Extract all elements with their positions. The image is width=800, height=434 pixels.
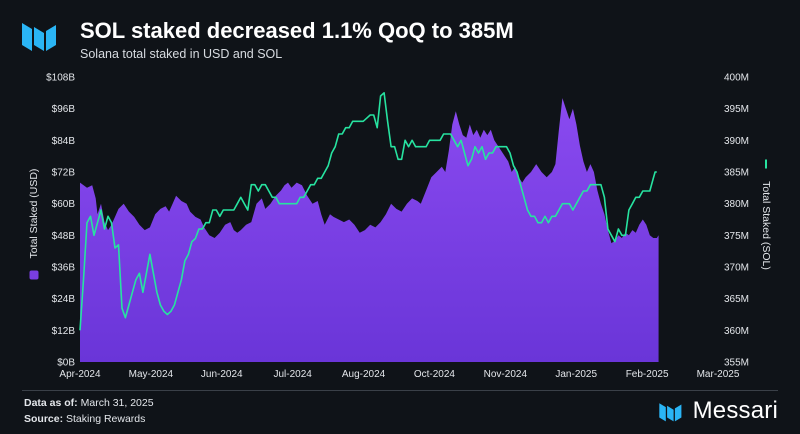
right-tick-label: 360M (724, 326, 749, 337)
source-value: Staking Rewards (66, 413, 146, 425)
right-axis-title: Total Staked (SOL) (760, 159, 772, 270)
x-tick-label: Apr-2024 (59, 369, 101, 380)
x-tick-label: Nov-2024 (484, 369, 528, 380)
usd-legend-marker (29, 270, 39, 280)
x-tick-label: Jul-2024 (273, 369, 312, 380)
left-axis-title-text: Total Staked (USD) (28, 169, 40, 259)
messari-brand-icon (658, 403, 681, 422)
sol-staked-line (79, 92, 657, 331)
right-axis-title-text: Total Staked (SOL) (760, 181, 772, 270)
right-tick-label: 375M (724, 231, 749, 242)
x-tick-label: Oct-2024 (414, 369, 456, 380)
source-label: Source: (24, 413, 64, 425)
data-as-of-label: Data as of: (24, 397, 78, 409)
footer-divider (22, 390, 778, 391)
right-tick-label: 370M (724, 263, 749, 274)
source: Source: Staking Rewards (24, 413, 145, 425)
chart-header: SOL staked decreased 1.1% QoQ to 385M So… (0, 0, 800, 70)
x-tick-label: May-2024 (129, 369, 174, 380)
right-tick-label: 395M (724, 104, 749, 115)
x-tick-label: Aug-2024 (342, 369, 386, 380)
right-tick-label: 380M (724, 199, 749, 210)
chart-subtitle: Solana total staked in USD and SOL (80, 47, 283, 61)
left-axis-title: Total Staked (USD) (28, 169, 40, 280)
data-as-of: Data as of: March 31, 2025 (24, 397, 154, 409)
brand: Messari (657, 396, 778, 426)
chart-title: SOL staked decreased 1.1% QoQ to 385M (80, 18, 514, 43)
x-tick-label: Mar-2025 (697, 369, 740, 380)
left-tick-label: $36B (52, 263, 76, 274)
left-tick-label: $0B (57, 358, 75, 369)
left-tick-label: $96B (52, 104, 76, 115)
brand-name: Messari (692, 397, 778, 424)
left-tick-label: $12B (52, 326, 76, 337)
messari-logo-icon (22, 23, 56, 51)
left-tick-label: $24B (52, 294, 76, 305)
right-tick-label: 365M (724, 294, 749, 305)
left-tick-label: $48B (52, 231, 76, 242)
x-tick-label: Jun-2024 (201, 369, 243, 380)
x-tick-label: Feb-2025 (626, 369, 669, 380)
left-tick-label: $84B (52, 136, 76, 147)
right-tick-label: 400M (724, 73, 749, 84)
staked-chart: $0B $12B $24B $36B $48B $60B $72B $84B $96B $108B… (28, 73, 772, 381)
left-tick-label: $60B (52, 199, 76, 210)
data-as-of-value: March 31, 2025 (80, 397, 154, 409)
left-tick-label: $72B (52, 168, 76, 179)
right-tick-label: 385M (724, 168, 749, 179)
left-tick-label: $108B (46, 73, 75, 84)
right-tick-label: 390M (724, 136, 749, 147)
x-tick-label: Jan-2025 (555, 369, 597, 380)
right-tick-label: 355M (724, 358, 749, 369)
usd-staked-area (80, 98, 659, 362)
